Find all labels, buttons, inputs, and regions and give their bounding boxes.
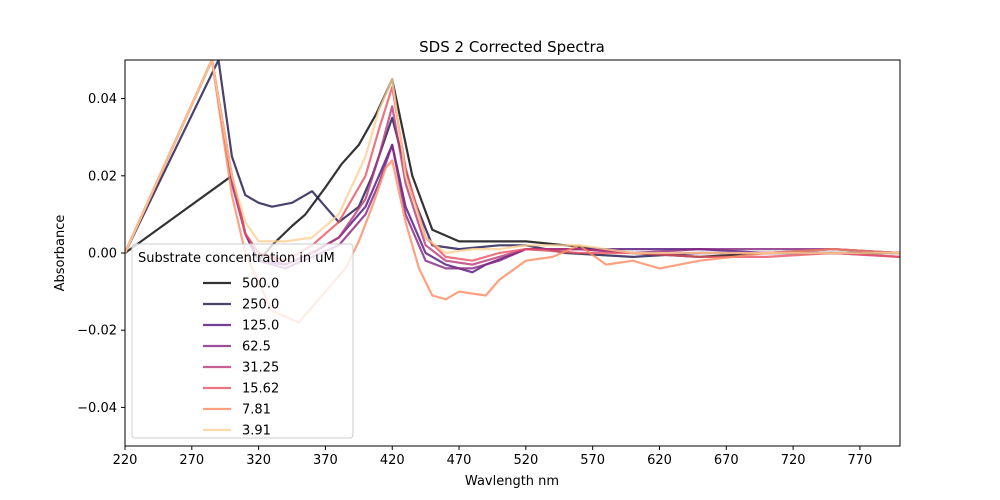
legend-entry: 7.81 xyxy=(242,403,271,418)
y-tick-label: −0.02 xyxy=(77,324,117,339)
legend: Substrate concentration in uM 500.0 250.0 1… xyxy=(131,243,354,439)
x-tick-label: 720 xyxy=(781,453,806,468)
x-tick-label: 570 xyxy=(580,453,605,468)
y-axis: −0.04 −0.02 0.00 0.02 0.04 xyxy=(77,92,125,416)
legend-entry: 15.62 xyxy=(242,382,279,397)
y-tick-label: 0.04 xyxy=(88,92,117,107)
legend-box xyxy=(131,243,354,439)
x-tick-label: 220 xyxy=(113,453,138,468)
legend-entry: 3.91 xyxy=(242,424,271,439)
x-tick-label: 370 xyxy=(313,453,338,468)
x-tick-label: 770 xyxy=(847,453,872,468)
legend-title: Substrate concentration in uM xyxy=(138,251,335,266)
x-tick-label: 670 xyxy=(714,453,739,468)
x-tick-label: 320 xyxy=(246,453,271,468)
x-tick-label: 470 xyxy=(447,453,472,468)
x-tick-label: 620 xyxy=(647,453,672,468)
x-tick-label: 270 xyxy=(179,453,204,468)
chart-title: SDS 2 Corrected Spectra xyxy=(419,38,605,56)
y-tick-label: −0.04 xyxy=(77,401,117,416)
legend-entry: 62.5 xyxy=(242,340,271,355)
y-tick-label: 0.02 xyxy=(88,169,117,184)
x-tick-label: 520 xyxy=(513,453,538,468)
legend-entry: 500.0 xyxy=(242,277,279,292)
legend-entry: 250.0 xyxy=(242,298,279,313)
series-line-7 xyxy=(125,60,900,255)
x-axis: 220 270 320 370 420 470 520 570 620 670 720 770 xyxy=(113,446,872,468)
x-tick-label: 420 xyxy=(380,453,405,468)
legend-entry: 31.25 xyxy=(242,361,279,376)
y-tick-label: 0.00 xyxy=(88,247,117,262)
legend-entry: 125.0 xyxy=(242,319,279,334)
x-axis-label: Wavlength nm xyxy=(465,474,559,489)
y-axis-label: Absorbance xyxy=(53,215,68,292)
